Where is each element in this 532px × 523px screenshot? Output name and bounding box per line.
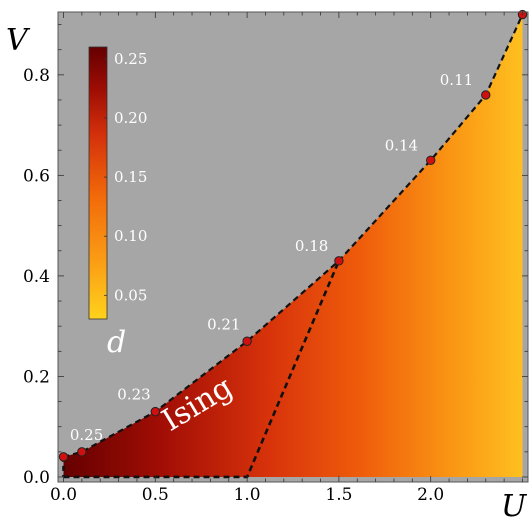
y-axis-title: V — [6, 23, 31, 58]
colorbar-ticks: 0.05 0.10 0.15 0.20 0.25 — [104, 50, 147, 304]
colorbar-tick-label: 0.15 — [114, 168, 147, 186]
boundary-point-label: 0.18 — [295, 237, 328, 255]
x-tick-label: 1.0 — [234, 485, 261, 505]
phase-boundary-line — [63, 14, 524, 458]
boundary-point — [481, 90, 491, 100]
colorbar: 0.05 0.10 0.15 0.20 0.25 d — [88, 46, 147, 360]
x-tick-label: 0.5 — [142, 485, 169, 505]
boundary-point-label: 0.10 — [472, 0, 505, 9]
boundary-point — [242, 336, 252, 346]
boundary-point-label: 0.25 — [70, 426, 103, 444]
y-tick-label: 0.6 — [23, 166, 50, 186]
x-tick-label: 2.0 — [417, 485, 444, 505]
y-tick-label: 0.2 — [23, 367, 50, 387]
boundary-point-label: 0.23 — [117, 386, 150, 404]
boundary-point-label: 0.21 — [207, 315, 240, 333]
boundary-point — [58, 452, 69, 462]
colorbar-tick-label: 0.05 — [114, 286, 147, 304]
colorbar-tick-label: 0.20 — [114, 109, 147, 127]
plot-frame — [57, 11, 529, 483]
boundary-points: 0.25 0.23 0.21 0.18 0.14 0.11 0.10 — [58, 0, 528, 462]
y-tick-label: 0.4 — [23, 267, 50, 287]
boundary-point-label: 0.14 — [385, 136, 418, 154]
x-axis: 0.0 0.5 1.0 1.5 2.0 — [50, 12, 523, 505]
boundary-point — [150, 406, 161, 417]
y-axis: 0.0 0.2 0.4 0.6 0.8 — [23, 24, 528, 488]
y-tick-label: 0.8 — [23, 66, 50, 86]
colorbar-tick-label: 0.25 — [114, 50, 147, 68]
colorbar-swatch — [88, 46, 108, 320]
boundary-point — [425, 155, 436, 165]
y-tick-label: 0.0 — [23, 468, 50, 488]
boundary-point — [77, 447, 87, 457]
x-axis-title: U — [501, 489, 528, 523]
boundary-point-label: 0.11 — [440, 71, 473, 89]
x-tick-label: 1.5 — [325, 485, 352, 505]
phase-region-fill — [63, 14, 523, 477]
colorbar-title: d — [107, 325, 126, 360]
colorbar-tick-label: 0.10 — [114, 227, 147, 245]
x-tick-label: 0.0 — [50, 485, 77, 505]
boundary-point — [334, 256, 344, 266]
